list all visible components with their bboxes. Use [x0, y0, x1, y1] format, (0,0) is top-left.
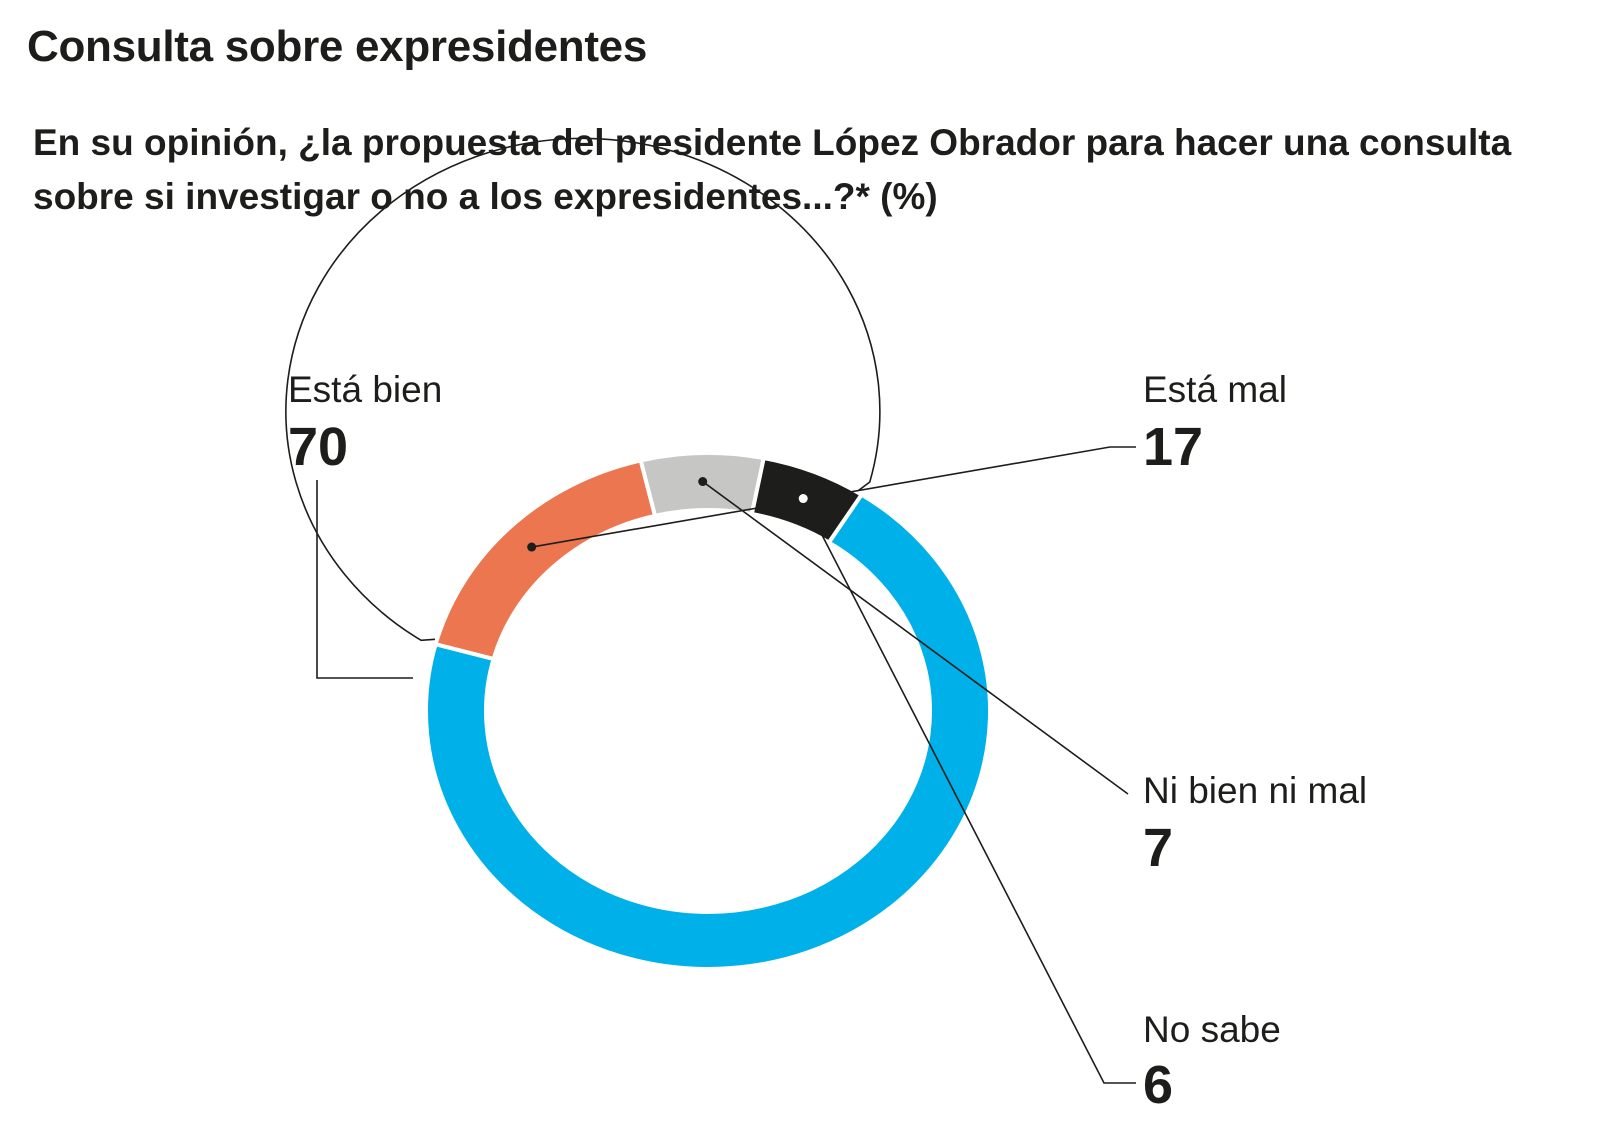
label-esta-mal: Está mal [1143, 369, 1287, 410]
label-ni-bien-ni-mal: Ni bien ni mal [1143, 770, 1367, 811]
chart-title: Consulta sobre expresidentes [27, 22, 648, 71]
leader-dot-ni-bien-ni-mal [698, 477, 708, 487]
leader-dot-no-sabe [798, 494, 808, 504]
label-no-sabe: No sabe [1143, 1009, 1281, 1050]
leader-esta-bien [316, 480, 413, 679]
leader-esta-mal [531, 446, 1136, 548]
leader-no-sabe [802, 498, 1136, 1084]
label-esta-bien: Está bien [288, 369, 442, 410]
slice-bracket [285, 137, 881, 642]
value-esta-mal: 17 [1143, 417, 1203, 477]
value-no-sabe: 6 [1143, 1055, 1173, 1115]
value-ni-bien-ni-mal: 7 [1143, 818, 1173, 878]
chart-subtitle: En su opinión, ¿la propuesta del preside… [33, 122, 1512, 217]
slice-esta-bien [424, 491, 992, 971]
slice-esta-mal [433, 458, 658, 662]
value-esta-bien: 70 [288, 417, 348, 477]
leader-ni-bien-ni-mal [702, 480, 1129, 795]
leader-dot-esta-mal [527, 542, 537, 552]
